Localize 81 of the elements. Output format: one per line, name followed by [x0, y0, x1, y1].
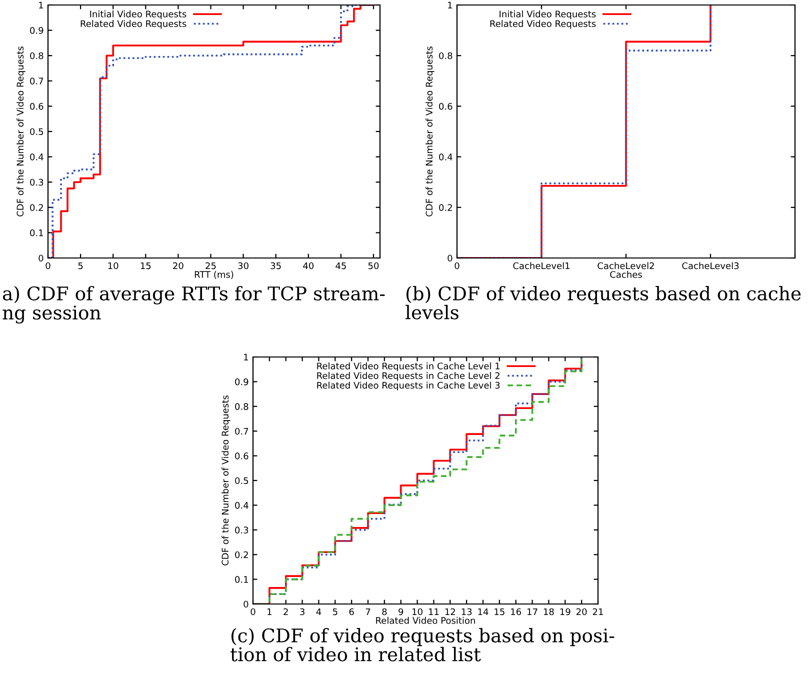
y-tick-label: 0.4 [439, 154, 452, 160]
x-tick-label: 4 [316, 608, 322, 616]
x-tick-label: 18 [544, 608, 554, 616]
x-tick-label: 5 [332, 608, 338, 616]
y-tick-label: 0.6 [235, 452, 248, 460]
x-tick-label: 3 [300, 608, 304, 616]
y-tick-label: 0.6 [439, 102, 452, 110]
x-tick-label: 20 [576, 608, 587, 616]
y-tick-label: 0.8 [30, 52, 44, 60]
x-tick-label: 14 [478, 608, 488, 616]
y-tick-label: 0 [38, 254, 44, 262]
x-tick-label: 16 [511, 608, 522, 616]
y-tick-label: 1 [39, 2, 43, 8]
y-tick-label: 0.8 [235, 403, 248, 410]
x-axis-title: RTT (ms) [194, 270, 234, 279]
y-tick-label: 0.9 [30, 27, 44, 34]
x-tick-label: 13 [462, 608, 472, 616]
x-tick-label: CacheLevel1 [513, 262, 570, 270]
x-tick-label: 12 [445, 608, 455, 616]
x-tick-label: 19 [560, 608, 570, 616]
y-tick-label: 0.6 [30, 102, 44, 110]
x-axis-title: Related Video Position [376, 616, 475, 624]
x-axis-title: Caches [610, 270, 642, 278]
legend-label: Related Video Requests in Cache Level 1 [317, 362, 500, 372]
x-tick-label: 35 [270, 262, 281, 270]
y-tick-label: 0 [448, 254, 452, 262]
text: a) CDF of average RTTs for TCP stream- ng session [2, 286, 385, 324]
y-tick-label: 0.4 [30, 154, 44, 160]
legend-label: Related Video Requests [80, 20, 186, 29]
y-tick-label: 0.2 [439, 204, 452, 211]
x-tick-label: 45 [336, 262, 346, 270]
x-tick-label: 8 [382, 608, 387, 616]
y-tick-label: 1 [448, 2, 452, 8]
text: (b) CDF of video requests based on cache levels [406, 286, 801, 320]
legend-label: Related Video Requests in Cache Level 2 [317, 372, 500, 381]
y-tick-label: 0.2 [30, 204, 43, 211]
y-tick-label: 0.9 [235, 378, 248, 386]
x-tick-label: 40 [303, 262, 314, 270]
y-tick-label: 0.3 [30, 178, 44, 186]
x-tick-label: 0 [250, 608, 256, 616]
y-tick-label: 0.3 [235, 526, 248, 534]
x-tick-label: 21 [592, 608, 603, 616]
x-tick-label: 25 [206, 262, 216, 270]
x-tick-label: 15 [494, 608, 504, 616]
y-axis-title: CDF of the Number of Video Requests [222, 396, 230, 566]
x-tick-label: 17 [528, 608, 538, 616]
y-axis-title: CDF of the Number of Video Requests [16, 46, 26, 216]
y-tick-label: 0.4 [235, 502, 248, 509]
y-tick-label: 0 [244, 600, 248, 608]
x-tick-label: 6 [349, 608, 354, 616]
y-tick-label: 0.1 [30, 229, 43, 236]
x-tick-label: 10 [412, 608, 422, 616]
x-tick-label: 50 [368, 262, 379, 270]
text: (c) CDF of video requests based on posi- tion of video in related list [230, 628, 614, 662]
x-tick-label: 15 [140, 262, 151, 270]
y-tick-label: 0.5 [30, 128, 44, 136]
x-tick-label: 0 [454, 262, 460, 270]
x-tick-label: 1 [268, 608, 272, 616]
y-tick-label: 0.8 [439, 52, 452, 60]
x-tick-label: 20 [173, 262, 184, 270]
x-tick-label: 30 [238, 262, 248, 270]
y-tick-label: 0.2 [235, 551, 248, 558]
x-tick-label: 7 [366, 608, 370, 616]
y-tick-label: 1 [244, 354, 248, 360]
x-tick-label: CacheLevel2 [598, 262, 654, 270]
y-tick-label: 0.1 [235, 576, 248, 583]
x-tick-label: 11 [428, 608, 439, 616]
x-tick-label: 10 [108, 262, 118, 270]
x-tick-label: 0 [46, 262, 50, 270]
legend-label: Initial Video Requests [90, 10, 186, 20]
legend-label: Related Video Requests [490, 20, 596, 29]
x-tick-label: 5 [78, 262, 83, 270]
x-tick-label: 2 [284, 608, 288, 616]
y-tick-label: 0.7 [235, 428, 248, 435]
x-tick-label: CacheLevel3 [682, 262, 739, 270]
y-tick-label: 0.7 [30, 78, 44, 84]
y-tick-label: 0.5 [235, 477, 248, 484]
y-axis-title: CDF of the Number of Video Requests [426, 46, 434, 216]
legend-label: Initial Video Requests [500, 10, 596, 20]
legend-label: Related Video Requests in Cache Level 3 [317, 382, 500, 390]
x-tick-label: 9 [398, 608, 404, 616]
